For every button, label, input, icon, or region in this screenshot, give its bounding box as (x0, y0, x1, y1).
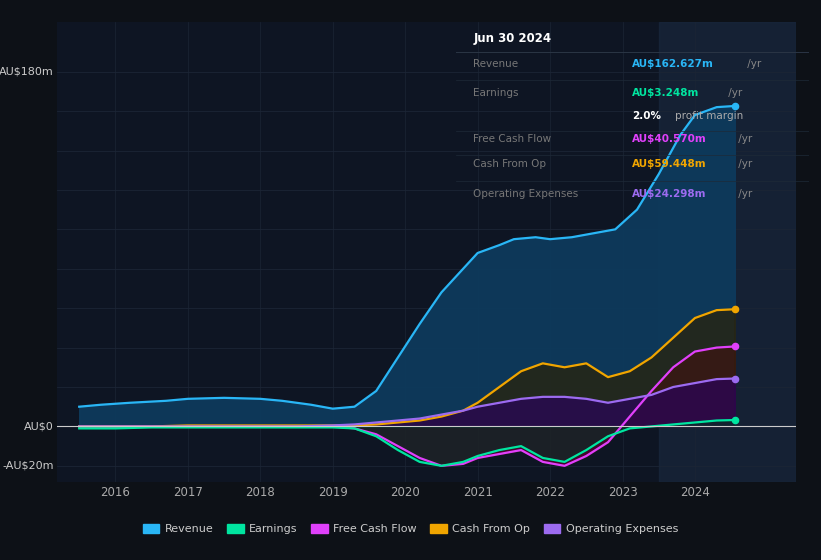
Text: /yr: /yr (735, 189, 752, 199)
Bar (658, 22, 796, 482)
Text: AU$0: AU$0 (24, 422, 54, 431)
Text: Jun 30 2024: Jun 30 2024 (474, 32, 552, 45)
Text: 2.0%: 2.0% (632, 111, 661, 121)
Text: AU$162.627m: AU$162.627m (632, 59, 714, 69)
Point (728, 374, 741, 383)
Text: Cash From Op: Cash From Op (474, 160, 546, 170)
Point (728, 342, 741, 351)
Text: AU$3.248m: AU$3.248m (632, 88, 699, 99)
Text: AU$180m: AU$180m (0, 67, 54, 77)
Text: profit margin: profit margin (675, 111, 744, 121)
Text: -AU$20m: -AU$20m (2, 461, 54, 471)
Point (728, 305, 741, 314)
Text: /yr: /yr (735, 160, 752, 170)
Text: Free Cash Flow: Free Cash Flow (474, 134, 552, 143)
Text: Operating Expenses: Operating Expenses (474, 189, 579, 199)
Point (728, 101, 741, 110)
Text: AU$40.570m: AU$40.570m (632, 134, 707, 143)
Text: AU$59.448m: AU$59.448m (632, 160, 707, 170)
Text: AU$24.298m: AU$24.298m (632, 189, 707, 199)
Text: Revenue: Revenue (474, 59, 518, 69)
Text: /yr: /yr (735, 134, 752, 143)
Text: /yr: /yr (745, 59, 762, 69)
Text: Earnings: Earnings (474, 88, 519, 99)
Point (728, 416, 741, 424)
Legend: Revenue, Earnings, Free Cash Flow, Cash From Op, Operating Expenses: Revenue, Earnings, Free Cash Flow, Cash … (137, 519, 684, 540)
Text: /yr: /yr (725, 88, 742, 99)
